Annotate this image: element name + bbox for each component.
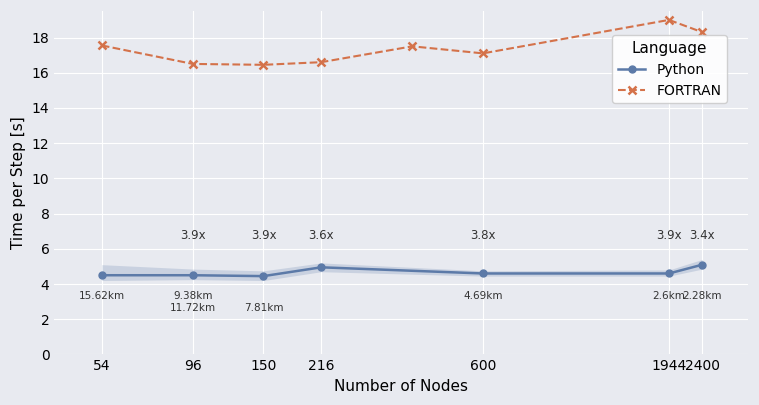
Y-axis label: Time per Step [s]: Time per Step [s] — [11, 116, 26, 249]
Text: 9.38km: 9.38km — [173, 291, 213, 301]
X-axis label: Number of Nodes: Number of Nodes — [334, 379, 468, 394]
Python — [698, 262, 707, 267]
Python — [259, 274, 268, 279]
Python — [478, 271, 487, 276]
Text: 2.6km: 2.6km — [653, 291, 685, 301]
Line: Python: Python — [99, 261, 706, 279]
Text: 7.81km: 7.81km — [244, 303, 283, 313]
Python — [317, 265, 326, 270]
Text: 3.4x: 3.4x — [689, 229, 715, 242]
FORTRAN — [97, 43, 106, 48]
Text: 2.28km: 2.28km — [682, 291, 722, 301]
Line: FORTRAN: FORTRAN — [98, 16, 707, 69]
Python — [188, 273, 197, 278]
FORTRAN — [698, 30, 707, 35]
FORTRAN — [188, 62, 197, 66]
Python — [97, 273, 106, 278]
FORTRAN — [408, 44, 417, 49]
Text: 11.72km: 11.72km — [170, 303, 216, 313]
FORTRAN — [664, 17, 673, 22]
Legend: Python, FORTRAN: Python, FORTRAN — [612, 35, 727, 103]
FORTRAN — [317, 60, 326, 65]
Python — [664, 271, 673, 276]
FORTRAN — [478, 51, 487, 56]
Text: 3.6x: 3.6x — [308, 229, 334, 242]
Text: 3.8x: 3.8x — [470, 229, 496, 242]
Text: 3.9x: 3.9x — [250, 229, 276, 242]
FORTRAN — [259, 62, 268, 67]
Text: 15.62km: 15.62km — [79, 291, 124, 301]
Text: 3.9x: 3.9x — [180, 229, 206, 242]
Text: 3.9x: 3.9x — [657, 229, 682, 242]
Text: 4.69km: 4.69km — [463, 291, 502, 301]
